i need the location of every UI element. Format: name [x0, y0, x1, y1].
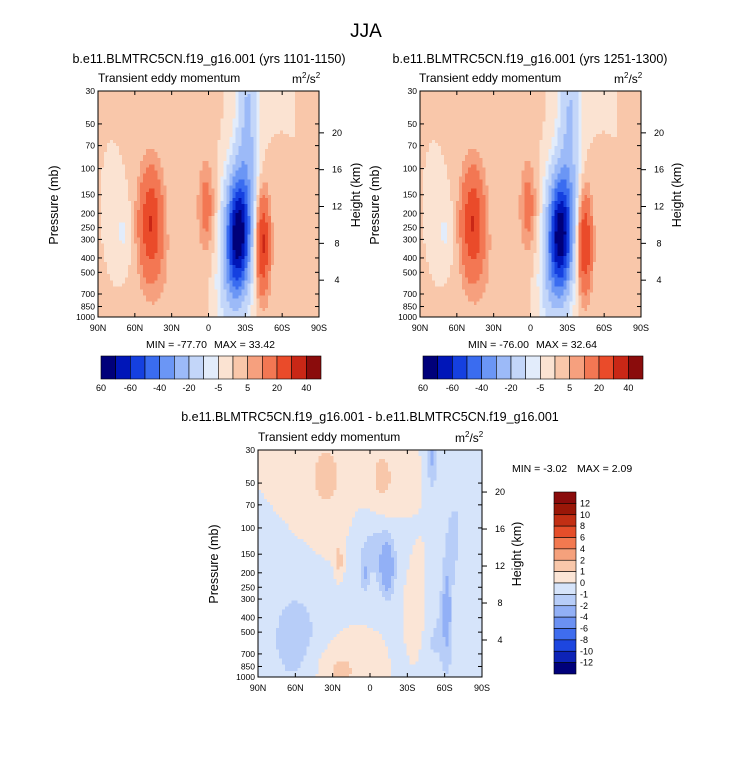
panel-1-units: m2/s2 — [292, 71, 321, 86]
panel-1-title: b.e11.BLMTRC5CN.f19_g16.001 (yrs 1101-11… — [72, 52, 345, 66]
figure-title: JJA — [350, 21, 382, 42]
panel-1-subtitle: Transient eddy momentum — [98, 71, 240, 85]
panel-1: b.e11.BLMTRC5CN.f19_g16.001 (yrs 1101-11… — [47, 52, 363, 393]
figure: JJA b.e11.BLMTRC5CN.f19_g16.001 (yrs 110… — [0, 0, 733, 772]
panel-1-plot: 90N 60N 30N 0 30S 60S 90S305070100150200250300… — [76, 86, 342, 333]
contour-field — [98, 91, 320, 318]
